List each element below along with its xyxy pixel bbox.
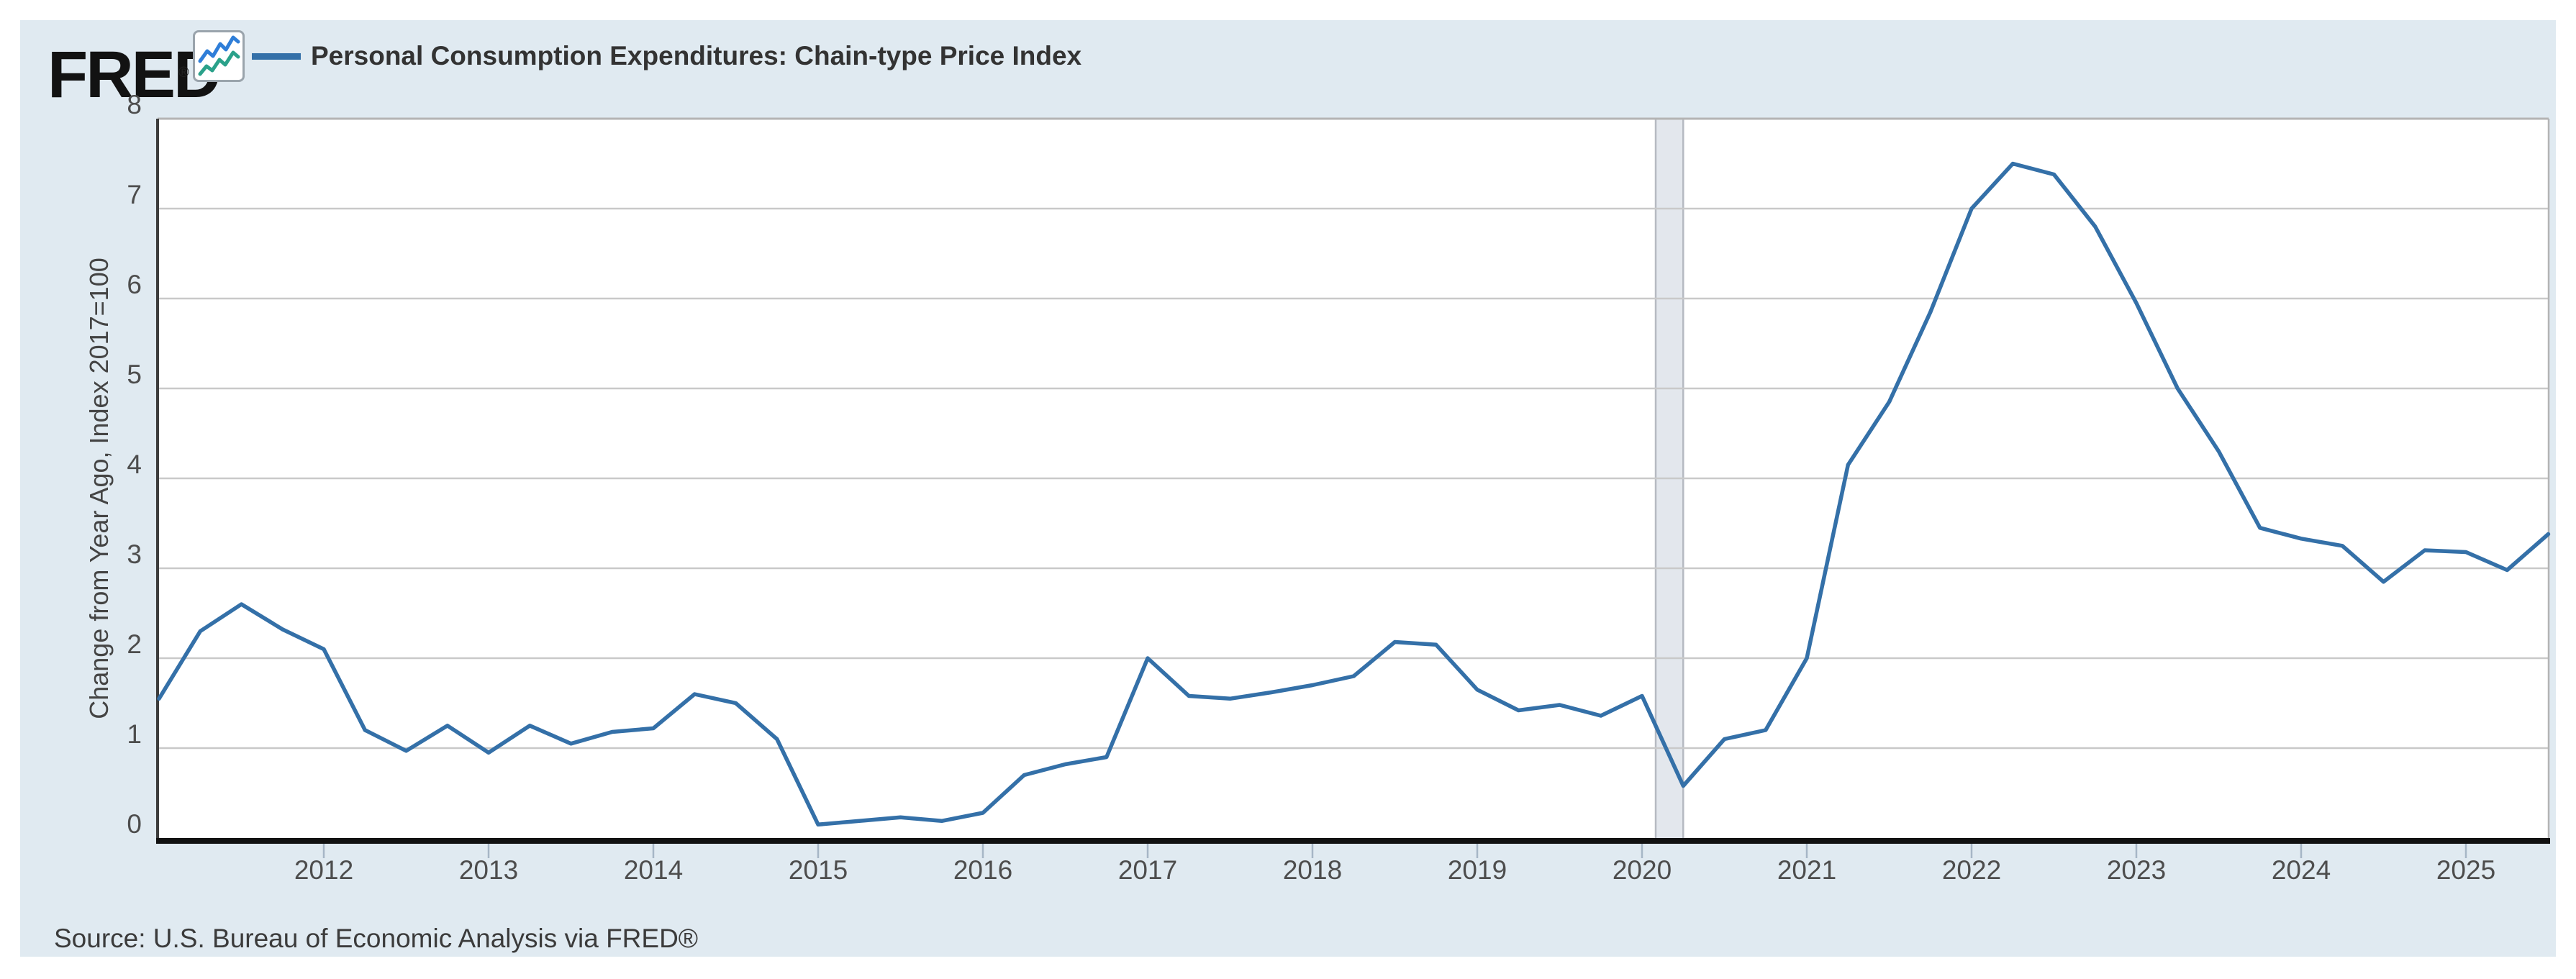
y-tick-label-5: 5 xyxy=(127,360,142,389)
y-tick-label-0: 0 xyxy=(127,809,142,839)
registered-trademark: ® xyxy=(178,65,189,81)
source-text: Source: U.S. Bureau of Economic Analysis… xyxy=(54,924,699,953)
x-tick-label-2013: 2013 xyxy=(459,855,518,885)
legend-line-swatch xyxy=(252,53,301,60)
y-tick-label-6: 6 xyxy=(127,270,142,299)
y-tick-label-1: 1 xyxy=(127,719,142,749)
x-tick-label-2019: 2019 xyxy=(1448,855,1507,885)
fred-graph-icon xyxy=(193,30,245,82)
x-tick-label-2012: 2012 xyxy=(294,855,353,885)
y-tick-label-4: 4 xyxy=(127,450,142,479)
x-tick-label-2015: 2015 xyxy=(789,855,848,885)
x-tick-label-2014: 2014 xyxy=(624,855,683,885)
y-tick-label-8: 8 xyxy=(127,90,142,119)
y-tick-label-7: 7 xyxy=(127,180,142,209)
pce-data-line xyxy=(157,161,2551,827)
x-axis-line xyxy=(156,838,2550,844)
fred-graph-icon-svg xyxy=(198,35,240,76)
x-tick-label-2017: 2017 xyxy=(1118,855,1177,885)
x-tick-label-2021: 2021 xyxy=(1777,855,1836,885)
legend: Personal Consumption Expenditures: Chain… xyxy=(252,41,1082,70)
legend-label: Personal Consumption Expenditures: Chain… xyxy=(311,41,1082,70)
y-tick-label-3: 3 xyxy=(127,539,142,569)
fred-logo: FRED xyxy=(47,38,221,111)
x-tick-label-2024: 2024 xyxy=(2272,855,2331,885)
x-tick-label-2016: 2016 xyxy=(953,855,1012,885)
x-tick-label-2023: 2023 xyxy=(2107,855,2166,885)
x-tick-label-2018: 2018 xyxy=(1283,855,1342,885)
y-tick-label-2: 2 xyxy=(127,629,142,659)
x-tick-label-2025: 2025 xyxy=(2436,855,2495,885)
x-tick-label-2020: 2020 xyxy=(1613,855,1672,885)
x-tick-label-2022: 2022 xyxy=(1942,855,2001,885)
